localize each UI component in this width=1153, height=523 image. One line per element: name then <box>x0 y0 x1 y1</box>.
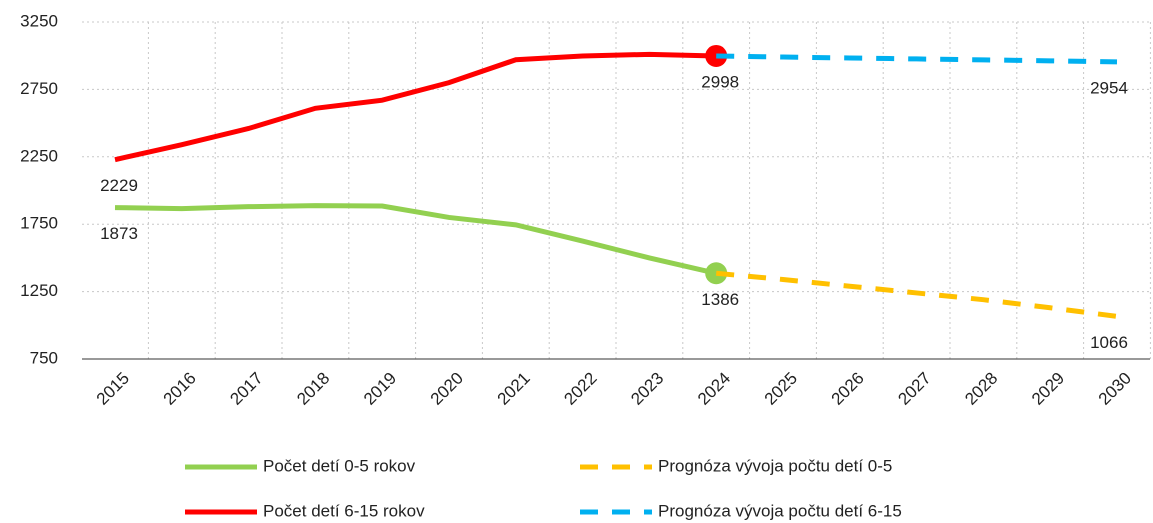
legend-label: Prognóza vývoja počtu detí 6-15 <box>658 501 902 520</box>
y-tick-label: 1250 <box>20 281 58 300</box>
x-tick-label: 2028 <box>961 369 1001 409</box>
y-tick-label: 2250 <box>20 146 58 165</box>
series-line <box>114 51 717 163</box>
legend-label: Počet detí 0-5 rokov <box>263 456 416 475</box>
x-tick-label: 2022 <box>560 369 600 409</box>
x-tick-label: 2015 <box>93 369 133 409</box>
legend-label: Počet detí 6-15 rokov <box>263 501 425 520</box>
y-tick-label: 750 <box>30 348 58 367</box>
x-tick-label: 2016 <box>160 369 200 409</box>
x-tick-label: 2026 <box>828 369 868 409</box>
data-label: 1386 <box>701 290 739 309</box>
x-tick-label: 2018 <box>293 369 333 409</box>
legend-label: Prognóza vývoja počtu detí 0-5 <box>658 456 892 475</box>
x-tick-label: 2027 <box>894 369 934 409</box>
series-line <box>715 270 1118 319</box>
data-label: 2229 <box>100 176 138 195</box>
data-label: 1873 <box>100 224 138 243</box>
series-line <box>114 203 717 276</box>
data-label: 2998 <box>701 72 739 91</box>
x-tick-label: 2024 <box>694 369 734 409</box>
x-tick-label: 2019 <box>360 369 400 409</box>
x-tick-label: 2025 <box>761 369 801 409</box>
x-tick-label: 2020 <box>427 369 467 409</box>
x-tick-label: 2030 <box>1095 369 1135 409</box>
data-label: 2954 <box>1090 78 1128 97</box>
x-tick-label: 2023 <box>627 369 667 409</box>
y-tick-label: 1750 <box>20 214 58 233</box>
x-tick-label: 2029 <box>1028 369 1068 409</box>
y-tick-label: 3250 <box>20 11 58 30</box>
x-tick-label: 2021 <box>494 369 534 409</box>
y-tick-label: 2750 <box>20 79 58 98</box>
x-tick-label: 2017 <box>226 369 266 409</box>
data-label: 1066 <box>1090 333 1128 352</box>
series-line <box>716 53 1118 65</box>
